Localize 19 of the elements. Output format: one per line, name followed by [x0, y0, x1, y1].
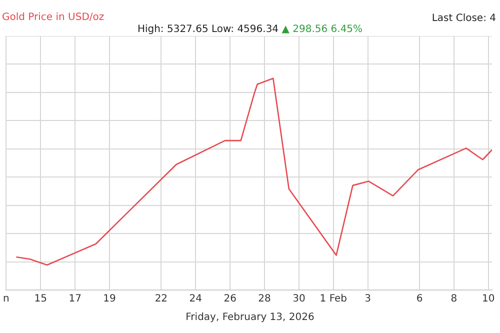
chart-title: Gold Price in USD/oz	[2, 12, 104, 23]
text: Last Close: 4	[432, 13, 496, 24]
x-tick-label: 8	[450, 294, 458, 305]
x-tick-label: 19	[103, 294, 116, 305]
chart-subtitle: High: 5327.65 Low: 4596.34	[137, 24, 279, 35]
x-tick-label: 24	[189, 294, 202, 305]
x-tick-label: 10	[482, 294, 495, 305]
x-tick-label: 28	[258, 294, 271, 305]
x-tick-label: 22	[154, 294, 168, 305]
x-tick-label: 15	[34, 294, 47, 305]
x-tick-label: 26	[224, 294, 236, 305]
text: Friday, February 13, 2026	[184, 312, 316, 323]
text: ▲ 298.56 6.45%	[282, 24, 363, 35]
x-tick-label: 30	[292, 294, 306, 305]
x-tick-label: 1 Feb	[320, 294, 348, 305]
x-tick-label: 17	[68, 294, 82, 305]
x-tick-label: 6	[416, 294, 423, 305]
x-tick-label: 3	[364, 294, 372, 305]
x-tick-label: n	[2, 294, 10, 305]
